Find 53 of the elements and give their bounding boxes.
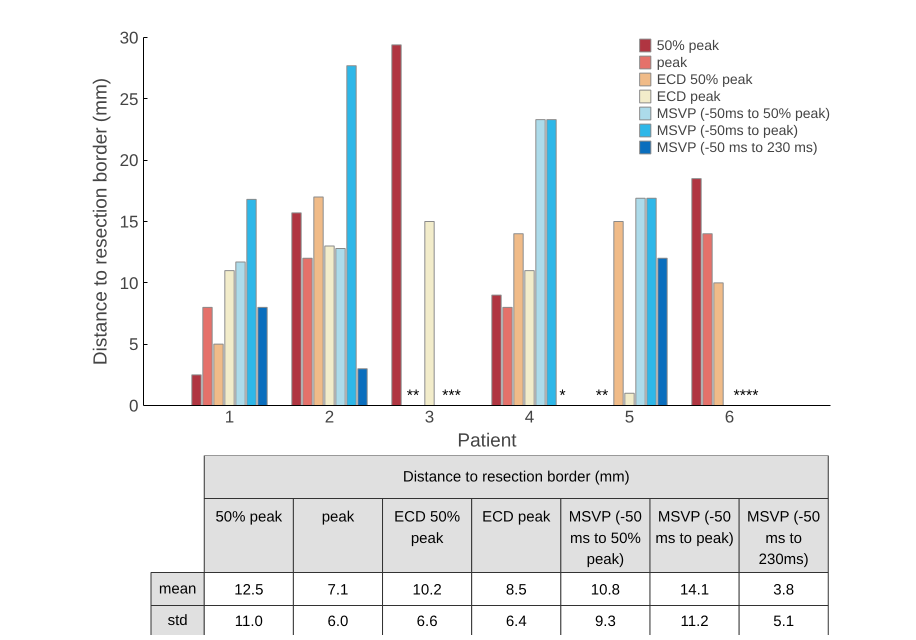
text: 50% peak: [215, 508, 283, 526]
legend-label: MSVP (-50ms to peak): [656, 122, 798, 138]
legend-label: MSVP (-50ms to 50% peak): [656, 105, 830, 121]
y-tick-label: 0: [129, 396, 139, 416]
text: ECD peak: [482, 508, 551, 526]
x-tick-label: 1: [224, 408, 234, 426]
y-tick-label: 25: [120, 90, 139, 109]
text: ECD 50% peak: [394, 508, 460, 547]
x-tick-label: 2: [324, 408, 334, 426]
bar: [424, 221, 435, 406]
legend-label: MSVP (-50 ms to 230 ms): [656, 139, 818, 155]
text: 11.2: [680, 613, 709, 630]
y-tick-label: 20: [120, 151, 139, 170]
text: 10.2: [412, 582, 442, 598]
text: mean: [158, 580, 196, 598]
text: 3.8: [773, 582, 794, 598]
text: 6.0: [328, 613, 348, 630]
text: Distance to resection border (mm): [402, 468, 630, 486]
text: 6.4: [506, 613, 527, 630]
text: 12.5: [234, 582, 264, 598]
x-tick-label: 4: [524, 408, 534, 426]
text: MSVP (-50 ms to 230ms): [747, 508, 820, 568]
text: std: [168, 612, 188, 629]
text: MSVP (-50 ms to peak): [655, 508, 734, 547]
legend-label: ECD 50% peak: [656, 71, 752, 87]
x-tick-label: 6: [724, 408, 734, 426]
y-tick-label: 5: [129, 335, 139, 354]
y-tick-label: 15: [120, 212, 139, 232]
legend-label: ECD peak: [656, 88, 721, 104]
text: 11.0: [234, 613, 263, 630]
x-axis-title: Patient: [457, 430, 518, 452]
annotation: **: [596, 388, 608, 404]
annotation: ***: [442, 388, 461, 404]
text: 7.1: [328, 582, 348, 598]
legend-label: peak: [656, 54, 688, 70]
y-axis-title: Distance to resection border (mm): [90, 78, 112, 366]
y-tick-label: 30: [120, 28, 139, 48]
bar: [391, 44, 402, 406]
text: 6.6: [416, 613, 438, 630]
text: 8.5: [506, 582, 527, 598]
text: 9.3: [594, 613, 616, 630]
annotation: ****: [734, 388, 758, 404]
x-tick-label: 3: [424, 408, 434, 426]
text: MSVP (-50 ms to 50% peak): [568, 508, 642, 568]
annotation: **: [406, 388, 420, 404]
annotation: *: [559, 388, 566, 404]
text: 14.1: [680, 582, 710, 598]
x-tick-label: 5: [624, 408, 634, 426]
y-tick-label: 10: [120, 274, 139, 293]
text: peak: [322, 508, 355, 526]
text: 10.8: [590, 582, 620, 598]
text: 5.1: [773, 613, 794, 630]
legend-label: 50% peak: [656, 37, 720, 53]
